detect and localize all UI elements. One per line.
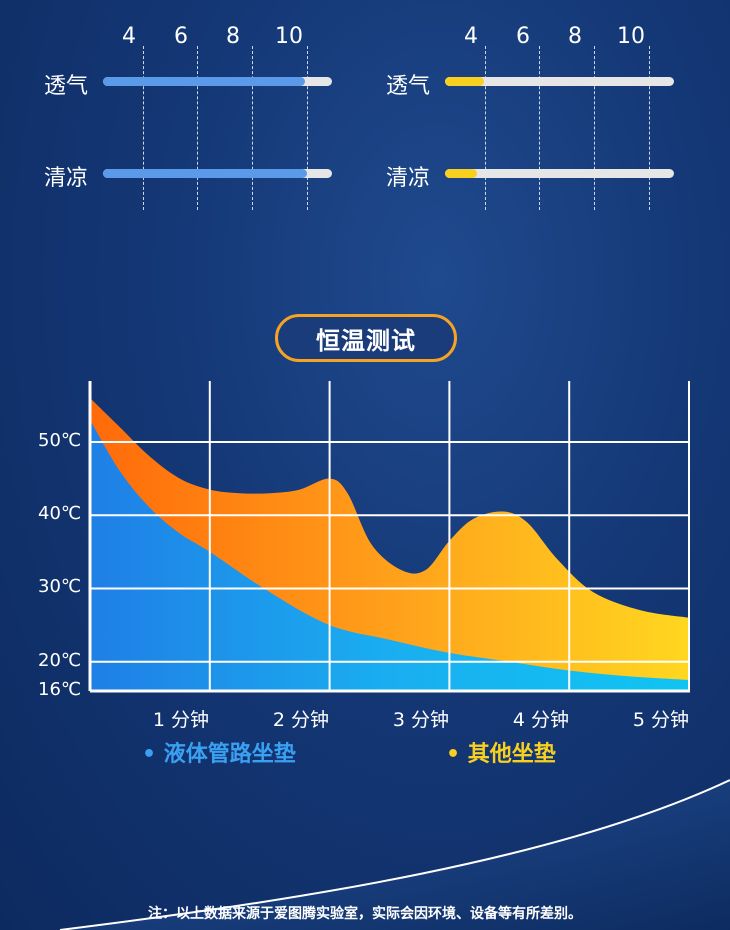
panel1-row-label: 透气 xyxy=(44,74,89,99)
panel2-bar-track xyxy=(445,77,674,86)
x-tick-label: 5 分钟 xyxy=(632,709,690,731)
x-tick-label: 2 分钟 xyxy=(272,709,330,731)
x-tick-label: 3 分钟 xyxy=(392,709,450,731)
panel2-gridline xyxy=(594,46,595,210)
panel2-tick: 10 xyxy=(617,24,645,49)
y-tick-label: 50℃ xyxy=(38,429,82,451)
panel1-gridline xyxy=(252,46,253,210)
panel1-tick: 4 xyxy=(122,24,136,49)
panel2-gridline xyxy=(649,46,650,210)
legend-liquid: • 液体管路坐垫 xyxy=(142,736,296,768)
panel1-bar-track xyxy=(103,77,332,86)
panel1-bar-fill xyxy=(103,169,307,178)
panel2-bar-track xyxy=(445,169,674,178)
legend-dot: • xyxy=(142,742,164,767)
panel1-bar-track xyxy=(103,169,332,178)
panel1-gridline xyxy=(197,46,198,210)
panel2-tick: 8 xyxy=(568,24,582,49)
panel2-tick: 6 xyxy=(516,24,530,49)
panel1-tick: 6 xyxy=(174,24,188,49)
panel2-gridline xyxy=(539,46,540,210)
legend-dot: • xyxy=(446,742,468,767)
panel1-tick: 8 xyxy=(226,24,240,49)
panel2-tick: 4 xyxy=(464,24,478,49)
panel1-bar-fill xyxy=(103,77,305,86)
area-series-liquid xyxy=(90,419,689,691)
panel1-gridline xyxy=(307,46,308,210)
y-tick-label: 30℃ xyxy=(38,576,82,598)
panel1-row-label: 清凉 xyxy=(44,166,89,191)
panel2-gridline xyxy=(485,46,486,210)
x-tick-label: 4 分钟 xyxy=(512,709,570,731)
panel2-row-label: 透气 xyxy=(386,74,431,99)
y-tick-label: 40℃ xyxy=(38,503,82,525)
panel1-tick: 10 xyxy=(275,24,303,49)
legend-other: • 其他坐垫 xyxy=(446,736,556,768)
panel2-bar-fill xyxy=(445,169,478,178)
panel2-bar-fill xyxy=(445,77,484,86)
chart-title: 恒温测试 xyxy=(275,314,457,362)
footer-note: 注：以上数据来源于爱图腾实验室，实际会因环境、设备等有所差别。 xyxy=(148,906,582,922)
panel2-row-label: 清凉 xyxy=(386,166,431,191)
legend-label-other: 其他坐垫 xyxy=(467,742,556,767)
panel1-gridline xyxy=(143,46,144,210)
y-tick-label: 20℃ xyxy=(38,649,82,671)
x-tick-label: 1 分钟 xyxy=(152,709,210,731)
legend-label-liquid: 液体管路坐垫 xyxy=(163,742,296,767)
y-tick-label: 16℃ xyxy=(38,679,82,700)
